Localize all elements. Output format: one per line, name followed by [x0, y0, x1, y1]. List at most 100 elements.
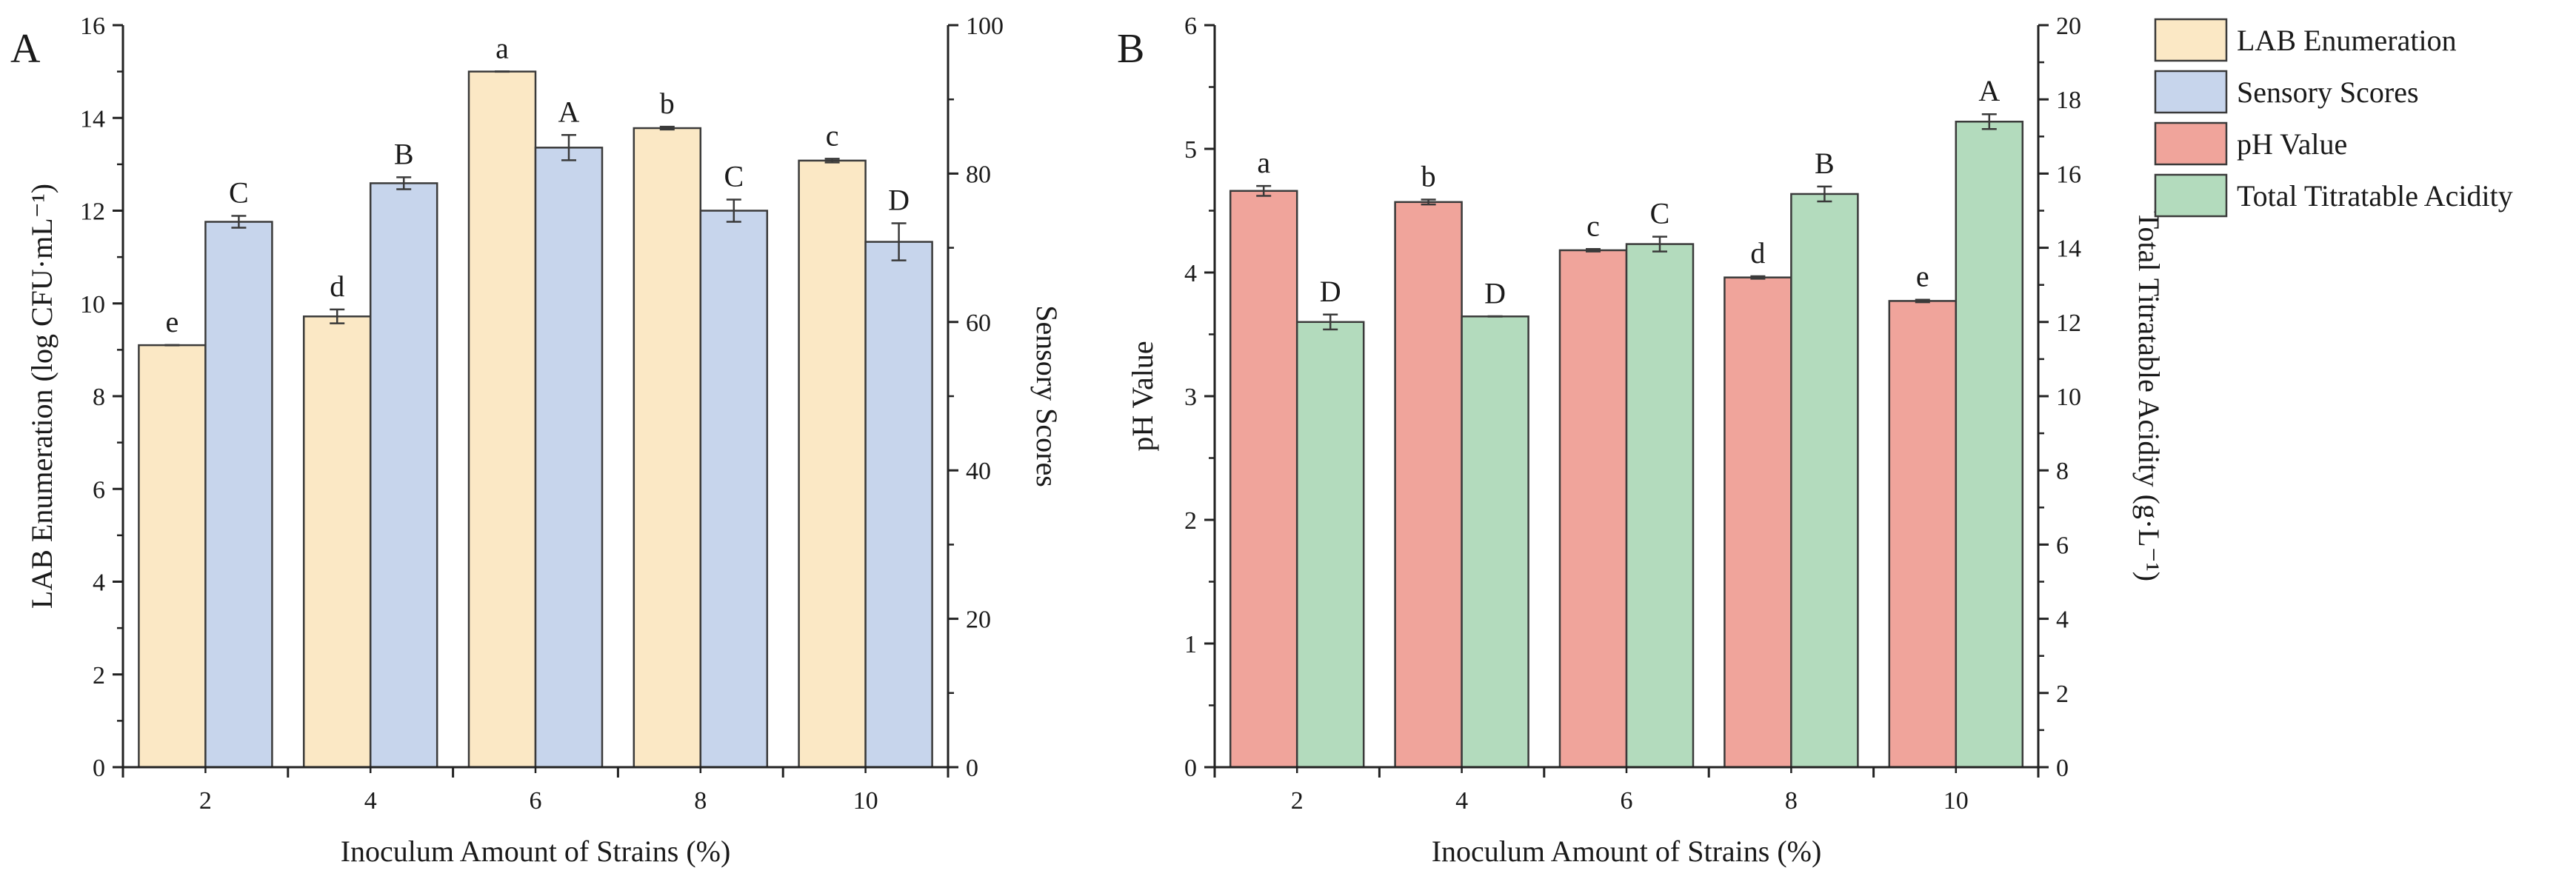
x-axis-title-b: Inoculum Amount of Strains (%) [1432, 835, 1822, 868]
legend-swatch-lab-enumeration [2154, 18, 2228, 62]
y-right-tick-label-b-16: 16 [2056, 161, 2081, 188]
bar-b-total-titratable-acidity-4 [1461, 315, 1529, 769]
y-left-axis-title-b: pH Value [1126, 341, 1159, 451]
significance-label-b-1-4: D [1484, 276, 1506, 310]
x-axis-title-a: Inoculum Amount of Strains (%) [341, 835, 731, 868]
y-right-axis-title-a: Sensory Scores [1030, 305, 1064, 487]
y-left-tick-label-b-2: 2 [1184, 507, 1197, 535]
y-left-tick-label-b-5: 5 [1184, 136, 1197, 164]
x-tick-label-a-6: 6 [530, 787, 542, 815]
panel-b-label: B [1117, 26, 1144, 72]
bar-a-lab-enumeration-2 [138, 344, 207, 769]
significance-label-b-1-6: C [1650, 197, 1670, 230]
bar-b-ph-value-6 [1558, 249, 1628, 769]
y-left-tick-label-a-0: 0 [93, 755, 105, 782]
y-left-tick-label-a-4: 4 [93, 569, 105, 597]
y-right-tick-label-b-4: 4 [2056, 606, 2069, 634]
bar-a-sensory-scores-2 [204, 221, 273, 769]
bar-a-sensory-scores-6 [534, 147, 604, 769]
x-tick-label-b-4: 4 [1455, 787, 1468, 815]
y-left-tick-label-a-6: 6 [93, 476, 105, 504]
y-right-tick-label-b-14: 14 [2056, 235, 2081, 263]
significance-label-a-1-2: C [229, 176, 249, 210]
legend-label-lab-enumeration: LAB Enumeration [2237, 24, 2457, 57]
x-tick-label-a-2: 2 [199, 787, 212, 815]
legend-swatch-total-titratable-acidity [2154, 173, 2228, 218]
significance-label-a-1-6: A [558, 95, 580, 128]
y-right-axis-title-b: Total Titratable Acidity (g·L⁻¹) [2132, 211, 2166, 581]
y-right-tick-label-a-0: 0 [966, 755, 978, 782]
bar-b-total-titratable-acidity-2 [1295, 321, 1365, 769]
panel-a-label: A [10, 26, 41, 72]
bar-b-total-titratable-acidity-6 [1625, 243, 1695, 769]
x-tick-label-b-8: 8 [1785, 787, 1798, 815]
y-left-axis-title-a: LAB Enumeration (log CFU·mL⁻¹) [25, 184, 59, 609]
y-right-tick-label-a-80: 80 [966, 161, 991, 188]
y-left-tick-label-b-4: 4 [1184, 260, 1197, 287]
y-left-tick-label-a-10: 10 [80, 291, 105, 318]
significance-label-a-0-2: e [166, 305, 179, 338]
y-right-tick-label-b-0: 0 [2056, 755, 2069, 782]
bar-a-sensory-scores-10 [864, 241, 933, 769]
y-right-tick-label-b-18: 18 [2056, 87, 2081, 114]
bar-a-lab-enumeration-10 [798, 159, 867, 769]
significance-label-b-0-2: a [1257, 146, 1270, 179]
significance-label-b-0-8: d [1750, 236, 1765, 270]
y-right-tick-label-b-10: 10 [2056, 384, 2081, 411]
significance-label-a-1-10: D [888, 184, 910, 217]
significance-label-a-1-4: B [394, 137, 414, 170]
significance-label-a-1-8: C [724, 159, 744, 193]
y-left-tick-label-b-0: 0 [1184, 755, 1197, 782]
y-right-tick-label-a-60: 60 [966, 310, 991, 337]
y-right-tick-label-b-20: 20 [2056, 13, 2081, 40]
significance-label-a-0-10: c [826, 118, 839, 152]
x-tick-label-b-2: 2 [1291, 787, 1304, 815]
y-left-tick-label-a-2: 2 [93, 662, 105, 689]
legend-label-total-titratable-acidity: Total Titratable Acidity [2237, 179, 2513, 213]
bar-b-ph-value-4 [1394, 201, 1463, 769]
y-left-tick-label-a-8: 8 [93, 384, 105, 411]
bar-b-ph-value-8 [1724, 276, 1792, 769]
y-right-tick-label-b-6: 6 [2056, 532, 2069, 559]
y-right-tick-label-a-40: 40 [966, 458, 991, 485]
x-tick-label-a-8: 8 [694, 787, 707, 815]
bar-a-lab-enumeration-8 [633, 127, 702, 769]
y-right-tick-label-b-8: 8 [2056, 458, 2069, 485]
y-left-tick-label-a-14: 14 [80, 105, 105, 133]
legend-label-ph-value: pH Value [2237, 127, 2347, 161]
significance-label-a-0-6: a [495, 32, 509, 65]
y-right-tick-label-b-12: 12 [2056, 310, 2081, 337]
y-left-tick-label-b-1: 1 [1184, 631, 1197, 658]
legend-label-sensory-scores: Sensory Scores [2237, 76, 2419, 109]
bar-a-sensory-scores-8 [699, 210, 769, 769]
bar-b-total-titratable-acidity-10 [1955, 121, 2024, 769]
y-left-tick-label-b-6: 6 [1184, 13, 1197, 40]
significance-label-a-0-4: d [330, 270, 344, 303]
y-left-tick-label-a-12: 12 [80, 198, 105, 226]
bar-a-lab-enumeration-6 [467, 70, 537, 769]
x-tick-label-a-10: 10 [853, 787, 878, 815]
significance-label-b-1-2: D [1320, 275, 1341, 308]
x-tick-label-b-6: 6 [1621, 787, 1633, 815]
significance-label-a-0-8: b [660, 87, 675, 120]
significance-label-b-0-6: c [1586, 209, 1600, 242]
chart-legend: LAB Enumeration Sensory Scores pH Value Tot… [2154, 18, 2513, 218]
legend-swatch-ph-value [2154, 121, 2228, 166]
bar-b-ph-value-2 [1229, 190, 1298, 769]
bar-a-sensory-scores-4 [369, 182, 438, 769]
bar-a-lab-enumeration-4 [302, 315, 372, 769]
y-right-tick-label-a-20: 20 [966, 606, 991, 634]
significance-label-b-0-10: e [1916, 260, 1929, 293]
significance-label-b-1-10: A [1978, 74, 2000, 107]
y-right-tick-label-a-100: 100 [966, 13, 1004, 40]
significance-label-b-1-8: B [1815, 147, 1835, 180]
x-tick-label-a-4: 4 [364, 787, 377, 815]
legend-swatch-sensory-scores [2154, 70, 2228, 114]
bar-b-total-titratable-acidity-8 [1790, 193, 1859, 769]
significance-label-b-0-4: b [1421, 159, 1436, 193]
y-left-tick-label-b-3: 3 [1184, 384, 1197, 411]
y-right-tick-label-b-2: 2 [2056, 681, 2069, 708]
